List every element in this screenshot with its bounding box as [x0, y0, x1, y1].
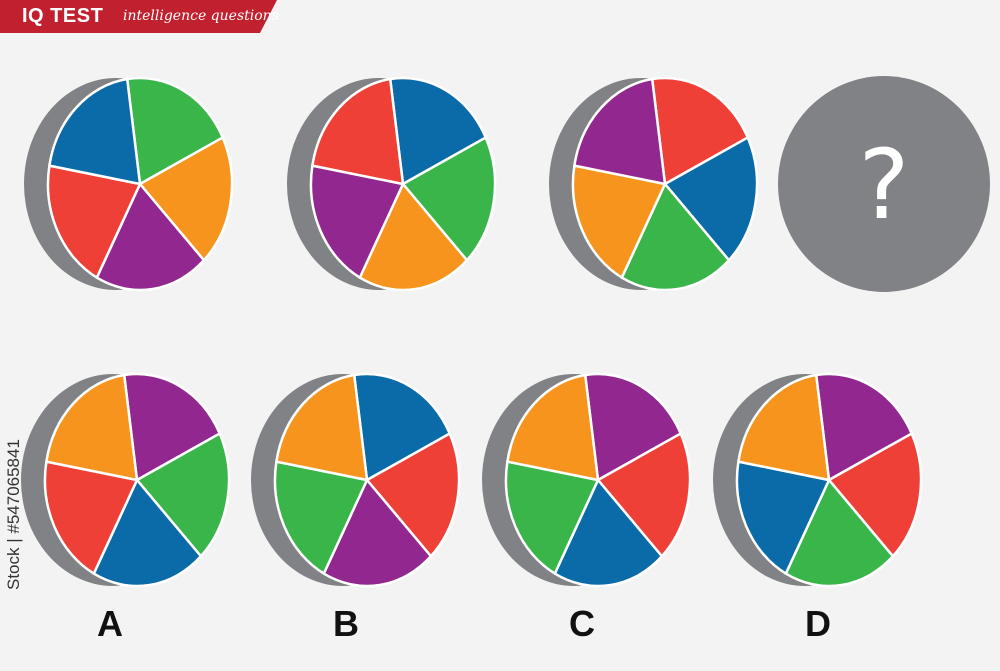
pie-slice-orange — [571, 164, 667, 279]
option-c-label[interactable]: C — [569, 603, 595, 644]
header-title: IQ TEST — [22, 5, 104, 27]
pie-slice-blue — [735, 460, 831, 575]
sequence-pie-3 — [571, 76, 759, 292]
pie-slice-red — [46, 164, 142, 279]
pie-slice-purple — [309, 164, 405, 279]
pie-slice-purple — [573, 77, 667, 186]
pie-slice-green — [135, 432, 231, 558]
sequence-pie-1 — [46, 76, 234, 292]
pie-slice-purple — [322, 478, 433, 588]
pie-slice-green — [273, 460, 369, 575]
pie-slice-red — [43, 460, 139, 575]
pie-slice-orange — [358, 182, 469, 292]
pie-slice-green — [620, 182, 731, 292]
pie-slice-green — [401, 136, 497, 262]
pie-slice-orange — [45, 373, 139, 482]
option-pie-a[interactable] — [43, 372, 231, 588]
header-banner: IQ TEST intelligence questions — [0, 0, 280, 33]
pie-slice-blue — [663, 136, 759, 262]
option-b-label[interactable]: B — [333, 603, 359, 644]
pie-slice-purple — [122, 372, 221, 482]
pie-slice-green — [784, 478, 895, 588]
pie-slice-red — [827, 432, 923, 558]
option-a-label[interactable]: A — [97, 603, 123, 644]
pie-slice-orange — [737, 373, 831, 482]
question-disk — [778, 76, 990, 292]
sequence-pie-2 — [309, 76, 497, 292]
pie-slice-orange — [138, 136, 234, 262]
stock-watermark: Stock | #547065841 — [4, 439, 23, 590]
pie-slice-green — [125, 76, 224, 186]
option-pie-b[interactable] — [273, 372, 461, 588]
pie-slice-orange — [275, 373, 369, 482]
pie-slice-red — [596, 432, 692, 558]
option-d-label[interactable]: D — [805, 603, 831, 644]
pie-slice-blue — [48, 77, 142, 186]
pie-slice-blue — [92, 478, 203, 588]
question-mark: ? — [859, 129, 910, 241]
option-pie-d[interactable] — [735, 372, 923, 588]
pie-slice-purple — [583, 372, 682, 482]
pie-slice-red — [365, 432, 461, 558]
pie-slice-red — [311, 77, 405, 186]
pie-slice-green — [504, 460, 600, 575]
header-subtitle: intelligence questions — [123, 8, 279, 24]
pie-slice-blue — [388, 76, 487, 186]
pie-slice-blue — [553, 478, 664, 588]
pie-slice-blue — [352, 372, 451, 482]
pie-slice-red — [650, 76, 749, 186]
pie-slice-purple — [814, 372, 913, 482]
pie-slice-orange — [506, 373, 600, 482]
option-pie-c[interactable] — [504, 372, 692, 588]
pie-slice-purple — [95, 182, 206, 292]
